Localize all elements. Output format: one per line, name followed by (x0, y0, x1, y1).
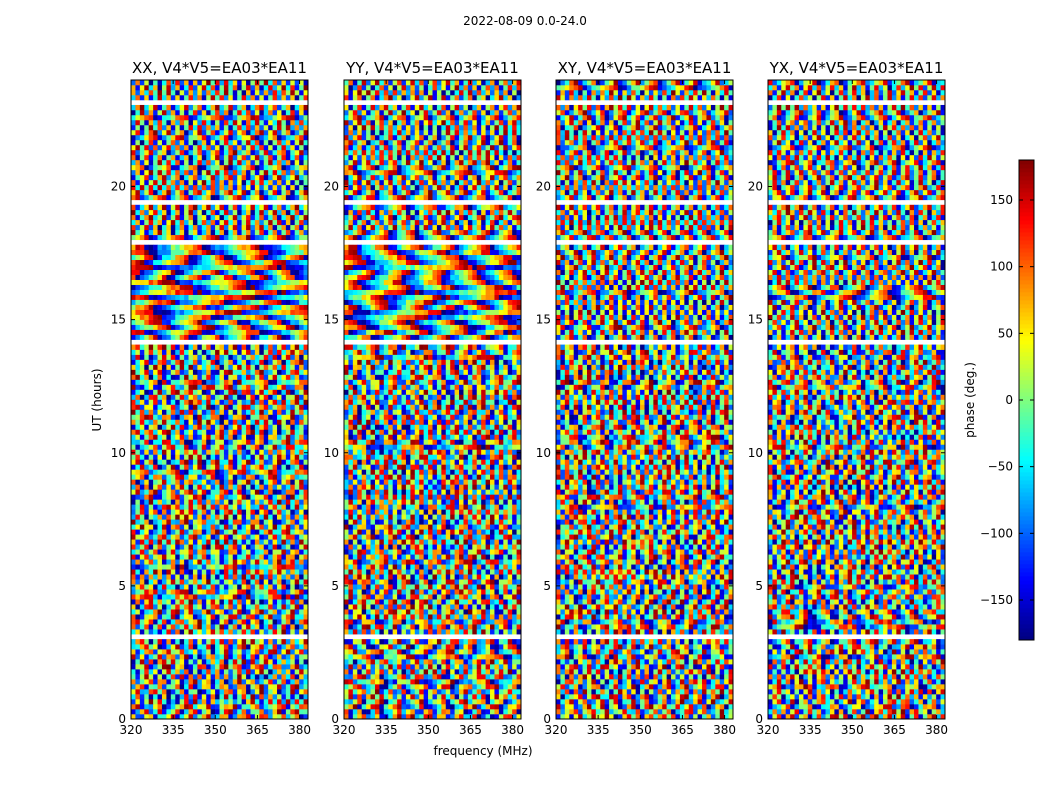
x-tick-label: 380 (713, 723, 736, 737)
y-tick-label: 0 (543, 712, 551, 726)
panel-yx: YX, V4*V5=EA03*EA11 320 335 350 365 380 0 5 10 15… (748, 59, 948, 737)
plot-frame (343, 79, 522, 720)
panel-yy: YY, V4*V5=EA03*EA11 320 335 350 365 380 0 5 10 15… (324, 59, 524, 737)
y-tick-label: 10 (748, 446, 763, 460)
y-tick-label: 20 (536, 180, 551, 194)
x-tick-label: 335 (587, 723, 610, 737)
colorbar-tick-label: −100 (980, 526, 1013, 540)
colorbar: −150 −100 −50 0 50 100 150 phase (deg.) (963, 159, 1035, 641)
x-tick-label: 350 (204, 723, 227, 737)
x-tick-label: 320 (545, 723, 568, 737)
y-tick-label: 20 (324, 180, 339, 194)
colorbar-tick-label: 0 (1005, 393, 1013, 407)
y-tick-label: 0 (118, 712, 126, 726)
x-tick-label: 335 (375, 723, 398, 737)
y-tick-label: 10 (111, 446, 126, 460)
y-tick-label: 15 (324, 313, 339, 327)
x-tick-label: 380 (925, 723, 948, 737)
y-tick-label: 0 (755, 712, 763, 726)
panel-title: XY, V4*V5=EA03*EA11 (558, 59, 732, 77)
figure-title: 2022-08-09 0.0-24.0 (463, 14, 587, 28)
x-tick-label: 320 (333, 723, 356, 737)
x-tick-label: 365 (459, 723, 482, 737)
x-tick-label: 320 (757, 723, 780, 737)
phase-heatmap-yx (768, 80, 946, 720)
y-tick-label: 15 (748, 313, 763, 327)
x-tick-label: 380 (501, 723, 524, 737)
colorbar-tick-label: 100 (990, 260, 1013, 274)
y-tick-label: 5 (118, 579, 126, 593)
colorbar-tick-label: 150 (990, 193, 1013, 207)
x-tick-label: 365 (246, 723, 269, 737)
x-axis-label: frequency (MHz) (433, 744, 532, 758)
phase-heatmap-xy (556, 80, 734, 720)
plot-frame (130, 79, 309, 720)
y-tick-label: 5 (755, 579, 763, 593)
colorbar-tick-label: −50 (988, 460, 1013, 474)
plot-frame (555, 79, 734, 720)
y-axis-label: UT (hours) (90, 368, 104, 431)
panel-title: YY, V4*V5=EA03*EA11 (345, 59, 519, 77)
y-tick-label: 20 (111, 180, 126, 194)
x-tick-label: 350 (841, 723, 864, 737)
y-tick-label: 5 (331, 579, 339, 593)
panel-xx: XX, V4*V5=EA03*EA11 320 335 350 365 380 0 5 10 15… (111, 59, 311, 737)
y-tick-label: 0 (331, 712, 339, 726)
plot-frame (767, 79, 946, 720)
colorbar-tick-label: 50 (998, 326, 1013, 340)
y-tick-label: 15 (536, 313, 551, 327)
x-tick-label: 335 (162, 723, 185, 737)
x-tick-label: 365 (671, 723, 694, 737)
colorbar-label: phase (deg.) (963, 362, 977, 438)
x-tick-label: 350 (417, 723, 440, 737)
x-tick-label: 335 (799, 723, 822, 737)
colorbar-tick-label: −150 (980, 593, 1013, 607)
x-tick-label: 320 (120, 723, 143, 737)
y-tick-label: 20 (748, 180, 763, 194)
x-tick-label: 350 (629, 723, 652, 737)
phase-heatmap-xx (131, 80, 309, 720)
panel-xy: XY, V4*V5=EA03*EA11 320 335 350 365 380 0 5 10 15… (536, 59, 736, 737)
x-tick-label: 380 (288, 723, 311, 737)
phase-heatmap-yy (344, 80, 522, 720)
y-tick-label: 15 (111, 313, 126, 327)
y-tick-label: 10 (324, 446, 339, 460)
x-tick-label: 365 (883, 723, 906, 737)
y-tick-label: 5 (543, 579, 551, 593)
panel-title: XX, V4*V5=EA03*EA11 (132, 59, 307, 77)
panel-title: YX, V4*V5=EA03*EA11 (769, 59, 944, 77)
y-tick-label: 10 (536, 446, 551, 460)
